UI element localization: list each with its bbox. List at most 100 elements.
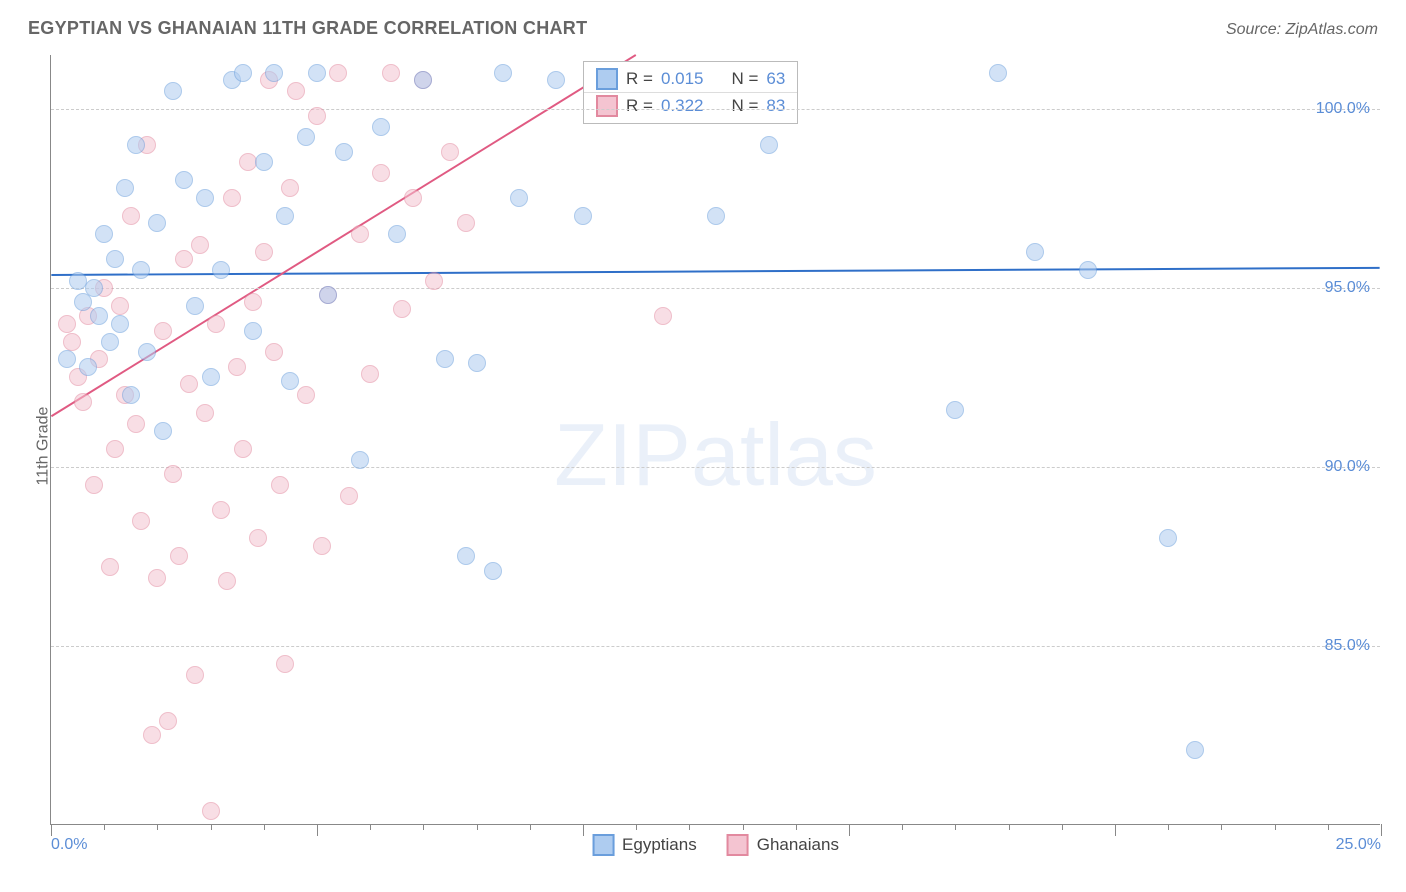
scatter-point — [106, 250, 124, 268]
scatter-point — [297, 386, 315, 404]
legend-swatch — [596, 95, 618, 117]
scatter-point — [707, 207, 725, 225]
scatter-point — [265, 64, 283, 82]
scatter-point — [58, 350, 76, 368]
scatter-point — [111, 315, 129, 333]
scatter-point — [654, 307, 672, 325]
scatter-point — [372, 164, 390, 182]
legend-r-value: 0.322 — [661, 96, 704, 116]
scatter-point — [223, 189, 241, 207]
scatter-point — [255, 243, 273, 261]
xtick-minor — [1275, 824, 1276, 830]
scatter-point — [457, 547, 475, 565]
watermark-light: atlas — [691, 405, 877, 504]
legend-n-label: N = — [731, 69, 758, 89]
xtick-major — [1115, 824, 1116, 836]
trend-line — [51, 268, 1379, 275]
xtick-major — [849, 824, 850, 836]
xtick-minor — [423, 824, 424, 830]
legend-swatch — [592, 834, 614, 856]
xtick-minor — [689, 824, 690, 830]
xtick-minor — [264, 824, 265, 830]
xtick-minor — [796, 824, 797, 830]
xtick-major — [51, 824, 52, 836]
scatter-point — [382, 64, 400, 82]
scatter-point — [297, 128, 315, 146]
legend-series: Egyptians Ghanaians — [592, 834, 839, 856]
scatter-point — [388, 225, 406, 243]
scatter-point — [164, 465, 182, 483]
scatter-point — [308, 107, 326, 125]
xtick-minor — [636, 824, 637, 830]
scatter-point — [393, 300, 411, 318]
scatter-point — [1079, 261, 1097, 279]
scatter-point — [244, 322, 262, 340]
scatter-point — [138, 343, 156, 361]
xtick-minor — [104, 824, 105, 830]
scatter-point — [760, 136, 778, 154]
legend-series-label: Egyptians — [622, 835, 697, 855]
scatter-point — [196, 189, 214, 207]
scatter-point — [484, 562, 502, 580]
xtick-major — [583, 824, 584, 836]
scatter-point — [164, 82, 182, 100]
legend-swatch — [596, 68, 618, 90]
gridline-h — [51, 109, 1380, 110]
legend-row: R = 0.015N = 63 — [584, 66, 797, 92]
scatter-point — [218, 572, 236, 590]
ytick-label: 95.0% — [1325, 279, 1370, 297]
scatter-point — [271, 476, 289, 494]
gridline-h — [51, 467, 1380, 468]
scatter-point — [441, 143, 459, 161]
chart-title: EGYPTIAN VS GHANAIAN 11TH GRADE CORRELAT… — [28, 18, 587, 39]
scatter-point — [154, 322, 172, 340]
xtick-minor — [1221, 824, 1222, 830]
scatter-point — [196, 404, 214, 422]
scatter-point — [111, 297, 129, 315]
scatter-point — [547, 71, 565, 89]
xtick-label: 25.0% — [1336, 836, 1381, 854]
scatter-point — [255, 153, 273, 171]
scatter-point — [287, 82, 305, 100]
xtick-minor — [370, 824, 371, 830]
scatter-point — [1159, 529, 1177, 547]
xtick-major — [317, 824, 318, 836]
scatter-point — [186, 297, 204, 315]
scatter-point — [989, 64, 1007, 82]
ytick-label: 90.0% — [1325, 458, 1370, 476]
scatter-point — [265, 343, 283, 361]
scatter-point — [228, 358, 246, 376]
scatter-point — [1026, 243, 1044, 261]
legend-r-value: 0.015 — [661, 69, 704, 89]
xtick-minor — [530, 824, 531, 830]
legend-row: R = 0.322N = 83 — [584, 92, 797, 119]
scatter-point — [90, 307, 108, 325]
scatter-point — [1186, 741, 1204, 759]
gridline-h — [51, 288, 1380, 289]
plot-area: ZIPatlas R = 0.015N = 63R = 0.322N = 83 … — [50, 55, 1380, 825]
scatter-point — [212, 261, 230, 279]
xtick-minor — [1168, 824, 1169, 830]
scatter-point — [351, 225, 369, 243]
scatter-point — [180, 375, 198, 393]
xtick-minor — [902, 824, 903, 830]
xtick-minor — [1009, 824, 1010, 830]
gridline-h — [51, 646, 1380, 647]
xtick-minor — [157, 824, 158, 830]
scatter-point — [132, 512, 150, 530]
xtick-minor — [211, 824, 212, 830]
scatter-point — [122, 207, 140, 225]
scatter-point — [58, 315, 76, 333]
scatter-point — [436, 350, 454, 368]
scatter-point — [148, 569, 166, 587]
source-label: Source: ZipAtlas.com — [1226, 21, 1378, 39]
scatter-point — [946, 401, 964, 419]
legend-series-label: Ghanaians — [757, 835, 839, 855]
scatter-point — [372, 118, 390, 136]
legend-r-label: R = — [626, 96, 653, 116]
scatter-point — [116, 179, 134, 197]
scatter-point — [207, 315, 225, 333]
scatter-point — [574, 207, 592, 225]
xtick-minor — [477, 824, 478, 830]
scatter-point — [95, 225, 113, 243]
